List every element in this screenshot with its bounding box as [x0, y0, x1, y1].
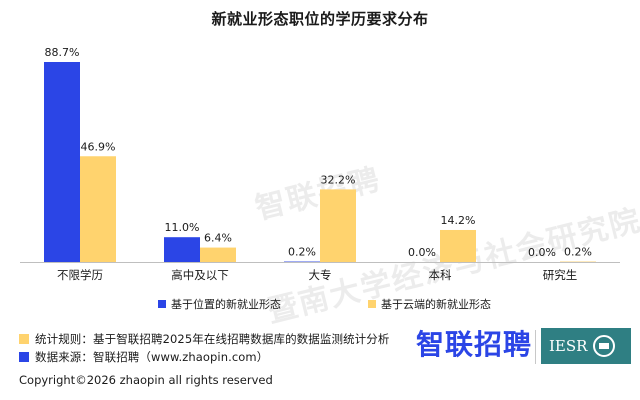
bar-series-b-2: [320, 189, 356, 262]
bar-series-b-1: [200, 247, 236, 262]
stats-rule-swatch: [19, 334, 29, 344]
legend-label-series-a: 基于位置的新就业形态: [171, 298, 281, 311]
data-label-series-a-3: 0.0%: [408, 246, 436, 259]
legend-item-series-a: 基于位置的新就业形态: [158, 296, 281, 312]
chart-title: 新就业形态职位的学历要求分布: [211, 10, 429, 28]
data-label-series-b-4: 0.2%: [564, 246, 592, 259]
data-label-series-a-4: 0.0%: [528, 246, 556, 259]
zhaopin-logo: 智联招聘: [416, 328, 533, 361]
stats-rule-text: 统计规则：基于智联招聘2025年在线招聘数据库的数据监测统计分析: [35, 332, 390, 346]
data-label-series-a-0: 88.7%: [45, 46, 80, 59]
legend-item-series-b: 基于云端的新就业形态: [368, 296, 491, 312]
x-tick-label-4: 研究生: [543, 268, 578, 282]
bar-series-a-0: [44, 62, 80, 262]
data-label-series-b-0: 46.9%: [81, 140, 116, 153]
bar-series-a-1: [164, 237, 200, 262]
copyright-text: Copyright©2026 zhaopin all rights reserv…: [19, 373, 273, 387]
x-tick-label-3: 本科: [429, 268, 452, 282]
data-label-series-b-1: 6.4%: [204, 232, 232, 245]
bar-series-b-3: [440, 229, 476, 262]
data-source-swatch: [19, 352, 29, 362]
footer-stats-rule: 统计规则：基于智联招聘2025年在线招聘数据库的数据监测统计分析: [19, 331, 389, 347]
x-tick-label-1: 高中及以下: [171, 268, 229, 282]
iesr-logo: IESR: [541, 328, 631, 364]
data-source-text: 数据来源：智联招聘（www.zhaopin.com）: [35, 350, 269, 364]
x-tick-label-0: 不限学历: [57, 268, 103, 282]
legend-label-series-b: 基于云端的新就业形态: [381, 298, 491, 311]
data-label-series-a-1: 11.0%: [165, 221, 200, 234]
bar-series-b-0: [80, 156, 116, 262]
footer-data-source: 数据来源：智联招聘（www.zhaopin.com）: [19, 349, 268, 365]
data-label-series-a-2: 0.2%: [288, 246, 316, 259]
x-tick-label-2: 大专: [309, 268, 332, 282]
data-label-series-b-2: 32.2%: [321, 173, 356, 186]
iesr-logo-text: IESR: [549, 337, 588, 355]
legend-swatch-series-b: [368, 300, 376, 308]
logo-divider: [535, 330, 536, 364]
iesr-seal-icon: [593, 335, 616, 357]
data-label-series-b-3: 14.2%: [441, 214, 476, 227]
bar-chart: 88.7% 11.0% 0.2% 0.0% 0.0% 46.9% 6.4% 32.2% 14.2…: [20, 46, 620, 282]
legend-swatch-series-a: [158, 300, 166, 308]
